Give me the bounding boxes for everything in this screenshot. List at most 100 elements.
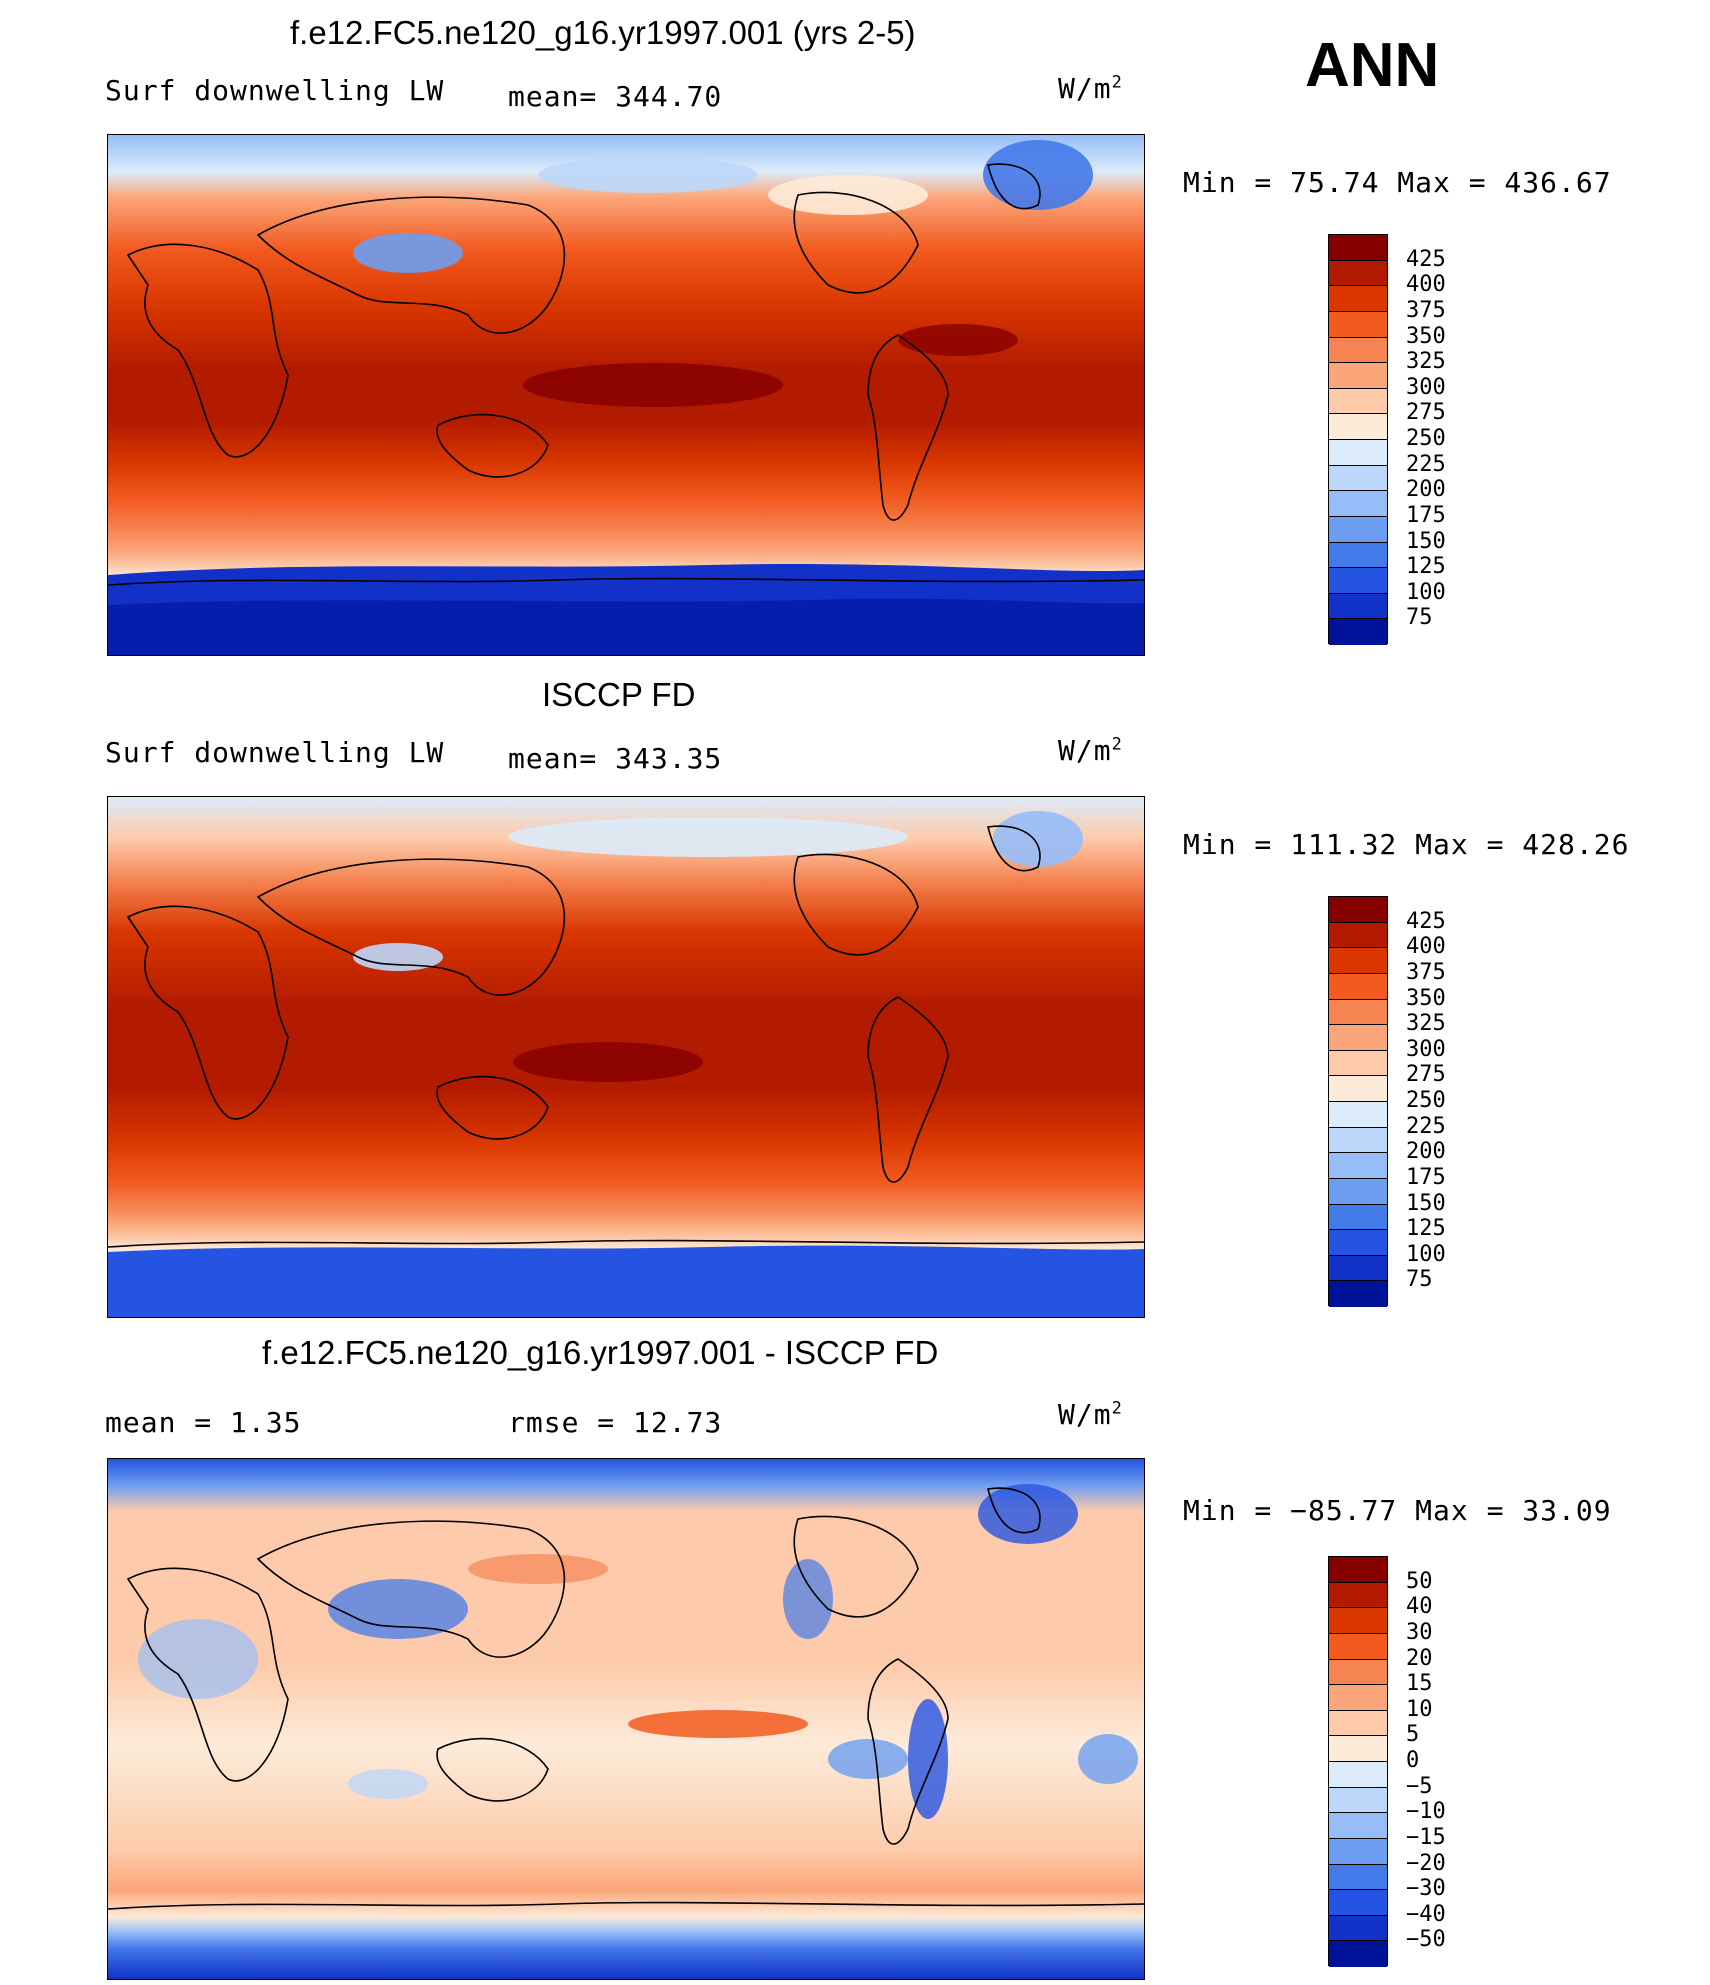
colorbar-box: [1329, 542, 1387, 569]
colorbar-box: [1329, 1787, 1387, 1814]
colorbar-box: [1329, 337, 1387, 364]
colorbar-box: [1329, 1255, 1387, 1282]
panel-model-map: [107, 134, 1145, 656]
colorbar-box: [1329, 568, 1387, 594]
colorbar-box: [1329, 1102, 1387, 1128]
colorbar-tick-label: 350: [1406, 985, 1446, 1011]
season-label: ANN: [1305, 31, 1440, 100]
colorbar-tick-label: 275: [1406, 1062, 1446, 1088]
colorbar-box: [1329, 465, 1387, 492]
colorbar-box: [1329, 1178, 1387, 1205]
colorbar-box: [1329, 999, 1387, 1026]
colorbar-box: [1329, 973, 1387, 1000]
colorbar-tick-label: 200: [1406, 477, 1446, 503]
colorbar-tick-label: 75: [1406, 605, 1433, 631]
colorbar-tick-label: 275: [1406, 400, 1446, 426]
panel-obs-units: W/m2: [1058, 734, 1123, 767]
colorbar-box: [1329, 363, 1387, 389]
colorbar-box: [1329, 440, 1387, 466]
colorbar-tick-label: 400: [1406, 934, 1446, 960]
colorbar-tick-label: 125: [1406, 554, 1446, 580]
colorbar-tick-label: 100: [1406, 579, 1446, 605]
panel-obs-map: [107, 796, 1145, 1318]
colorbar-tick-label: 200: [1406, 1139, 1446, 1165]
colorbar-tick-label: 375: [1406, 297, 1446, 323]
colorbar-box: [1329, 1076, 1387, 1102]
colorbar-tick-label: 20: [1406, 1645, 1433, 1671]
colorbar-box: [1329, 388, 1387, 415]
panel-diff-minmax: Min = −85.77 Max = 33.09: [1183, 1494, 1612, 1527]
colorbar-tick-label: −50: [1406, 1927, 1446, 1953]
panel-diff-title: f.e12.FC5.ne120_g16.yr1997.001 - ISCCP F…: [262, 1334, 939, 1371]
colorbar-box: [1329, 1050, 1387, 1077]
colorbar-box: [1329, 593, 1387, 620]
panel-diff-units: W/m2: [1058, 1398, 1123, 1431]
colorbar-tick-label: 15: [1406, 1671, 1433, 1697]
colorbar-tick-label: 100: [1406, 1241, 1446, 1267]
colorbar-box: [1329, 1813, 1387, 1839]
colorbar-box: [1329, 1890, 1387, 1916]
panel-diff-map: [107, 1458, 1145, 1980]
colorbar-box: [1329, 897, 1387, 923]
colorbar-tick-label: 325: [1406, 1011, 1446, 1037]
colorbar-tick-label: 125: [1406, 1216, 1446, 1242]
panel-obs-colorbar: [1328, 896, 1388, 1307]
colorbar-box: [1329, 235, 1387, 261]
colorbar-box: [1329, 1941, 1387, 1967]
colorbar-box: [1329, 1230, 1387, 1256]
colorbar-box: [1329, 414, 1387, 440]
panel-obs-title: ISCCP FD: [542, 676, 696, 713]
colorbar-tick-label: 175: [1406, 1164, 1446, 1190]
colorbar-box: [1329, 1762, 1387, 1788]
colorbar-tick-label: 350: [1406, 323, 1446, 349]
colorbar-box: [1329, 516, 1387, 543]
colorbar-tick-label: 150: [1406, 1190, 1446, 1216]
colorbar-box: [1329, 1153, 1387, 1179]
colorbar-tick-label: 375: [1406, 959, 1446, 985]
panel-obs-variable-label: Surf downwelling LW: [105, 736, 445, 769]
colorbar-tick-label: 400: [1406, 272, 1446, 298]
colorbar-tick-label: −15: [1406, 1824, 1446, 1850]
colorbar-box: [1329, 1557, 1387, 1583]
colorbar-box: [1329, 1608, 1387, 1634]
colorbar-tick-label: −30: [1406, 1876, 1446, 1902]
colorbar-box: [1329, 260, 1387, 287]
panel-model-units: W/m2: [1058, 72, 1123, 105]
colorbar-tick-label: 300: [1406, 1036, 1446, 1062]
colorbar-tick-label: −10: [1406, 1799, 1446, 1825]
colorbar-box: [1329, 1025, 1387, 1051]
panel-model-colorbar: [1328, 234, 1388, 645]
colorbar-tick-label: 425: [1406, 246, 1446, 272]
colorbar-tick-label: 225: [1406, 1113, 1446, 1139]
colorbar-tick-label: 0: [1406, 1748, 1420, 1773]
colorbar-tick-label: −20: [1406, 1850, 1446, 1876]
colorbar-tick-label: 250: [1406, 1088, 1446, 1113]
colorbar-box: [1329, 1204, 1387, 1231]
colorbar-box: [1329, 1281, 1387, 1307]
colorbar-box: [1329, 922, 1387, 949]
panel-diff-colorbar: [1328, 1556, 1388, 1967]
colorbar-tick-label: 250: [1406, 426, 1446, 451]
colorbar-box: [1329, 1127, 1387, 1154]
panel-model-variable-label: Surf downwelling LW: [105, 74, 445, 107]
colorbar-box: [1329, 1915, 1387, 1942]
panel-diff-rmse-label: rmse = 12.73: [508, 1406, 723, 1439]
colorbar-tick-label: 325: [1406, 349, 1446, 375]
colorbar-box: [1329, 491, 1387, 517]
panel-model-mean-label: mean= 344.70: [508, 80, 723, 113]
colorbar-box: [1329, 619, 1387, 645]
colorbar-tick-label: 175: [1406, 502, 1446, 528]
colorbar-box: [1329, 1633, 1387, 1660]
colorbar-box: [1329, 1710, 1387, 1737]
colorbar-tick-label: 30: [1406, 1619, 1433, 1645]
panel-diff-mean-label: mean = 1.35: [105, 1406, 302, 1439]
colorbar-tick-label: −5: [1406, 1773, 1433, 1799]
colorbar-tick-label: 425: [1406, 908, 1446, 934]
colorbar-tick-label: 150: [1406, 528, 1446, 554]
colorbar-box: [1329, 1685, 1387, 1711]
panel-obs-minmax: Min = 111.32 Max = 428.26: [1183, 828, 1630, 861]
panel-obs-mean-label: mean= 343.35: [508, 742, 723, 775]
colorbar-tick-label: 225: [1406, 451, 1446, 477]
colorbar-box: [1329, 1864, 1387, 1891]
colorbar-tick-label: 75: [1406, 1267, 1433, 1293]
